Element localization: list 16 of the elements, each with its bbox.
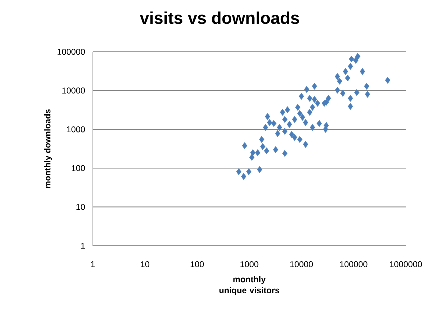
x-tick-label: 1000 [240,262,259,268]
y-axis-title: monthly downloads [44,110,52,188]
x-axis-title: monthly unique visitors [220,276,280,296]
y-tick-label: 100 [72,165,86,172]
y-tick-label: 100000 [58,49,86,55]
y-tick-label: 10000 [62,88,86,94]
x-tick-label: 1 [91,262,95,268]
x-tick-label: 10000 [290,262,314,268]
x-tick-label: 100000 [340,262,368,268]
y-tick-label: 1 [81,243,86,249]
x-tick-label: 100 [190,262,204,268]
y-tick-label: 10 [76,204,86,210]
chart-title: visits vs downloads [140,12,300,24]
x-tick-label: 1000000 [390,262,422,268]
x-tick-label: 10 [141,262,150,268]
y-tick-label: 1000 [67,126,86,133]
